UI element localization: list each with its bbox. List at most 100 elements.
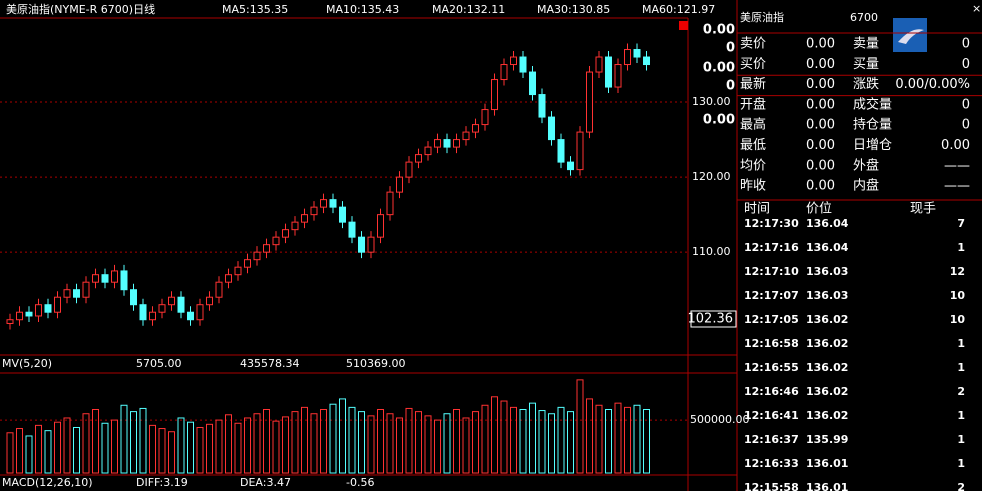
quote-label: 内盘 xyxy=(853,178,879,194)
close-mark[interactable]: × xyxy=(972,2,981,15)
trade-qty: 10 xyxy=(950,313,966,326)
volume-bar xyxy=(63,417,71,474)
trade-time: 12:15:58 xyxy=(744,481,799,491)
quote-label: 最新 xyxy=(740,76,766,92)
candle-body xyxy=(82,281,90,298)
candle-body xyxy=(529,71,536,96)
trade-time: 12:17:16 xyxy=(744,241,799,254)
candle-body xyxy=(196,304,204,321)
candle-body xyxy=(538,94,546,118)
candle-body xyxy=(605,56,612,88)
volume-bar xyxy=(567,411,574,474)
quote-label: 昨收 xyxy=(740,179,766,194)
macd-label: -0.56 xyxy=(346,476,374,489)
trade-qty: 1 xyxy=(957,337,965,350)
volume-bar xyxy=(6,432,14,474)
y-tick-label: 120.00 xyxy=(692,170,731,183)
volume-bar xyxy=(396,417,403,474)
side-value: 0 xyxy=(726,41,735,56)
volume-bar xyxy=(481,404,489,474)
volume-bar xyxy=(35,424,42,474)
trade-time: 12:17:07 xyxy=(744,289,799,302)
candle-body xyxy=(35,304,42,317)
candle-body xyxy=(215,281,223,298)
trade-price: 136.02 xyxy=(806,337,848,350)
trade-price: 135.99 xyxy=(806,433,848,446)
trade-price: 136.02 xyxy=(806,361,848,374)
trade-qty: 7 xyxy=(957,217,965,230)
volume-bar xyxy=(443,413,451,474)
trade-price: 136.03 xyxy=(806,289,848,302)
volume-bar xyxy=(529,402,536,474)
candle-body xyxy=(453,139,460,148)
volume-bar xyxy=(272,420,280,474)
volume-bar xyxy=(320,409,327,474)
candle-body xyxy=(481,109,489,126)
trade-price: 136.03 xyxy=(806,265,848,278)
volume-label: MV(5,20) xyxy=(2,357,52,370)
candle-body xyxy=(586,71,593,133)
volume-bar xyxy=(434,419,441,474)
trade-price: 136.01 xyxy=(806,457,848,470)
candle-body xyxy=(396,176,403,193)
candle-body xyxy=(424,146,432,156)
volume-bar xyxy=(225,414,232,474)
trade-price: 136.04 xyxy=(806,241,849,254)
volume-bar xyxy=(54,421,61,474)
candle-body xyxy=(168,296,175,306)
volume-bar xyxy=(101,422,109,474)
trade-qty: 1 xyxy=(957,433,965,446)
y-tick-label: 130.00 xyxy=(692,95,731,108)
trade-price: 136.02 xyxy=(806,409,848,422)
volume-bar xyxy=(92,409,99,474)
candle-body xyxy=(225,274,232,283)
volume-bar xyxy=(424,415,432,474)
quote-label: 最低 xyxy=(740,138,766,153)
icon-glyph xyxy=(898,29,924,44)
quote-value: 0 xyxy=(962,37,970,52)
ma-label: MA30:130.85 xyxy=(537,3,610,16)
quote-label: 最高 xyxy=(740,117,766,133)
side-value: 0.00 xyxy=(703,23,735,38)
volume-bar xyxy=(557,406,565,474)
quote-value: 0 xyxy=(962,97,970,112)
volume-bar xyxy=(177,417,185,474)
volume-bar xyxy=(386,413,394,474)
candle-body xyxy=(16,311,23,321)
quote-label: 日增仓 xyxy=(853,138,892,153)
trade-time: 12:17:05 xyxy=(744,313,799,326)
ma-label: MA10:135.43 xyxy=(326,3,399,16)
volume-bar xyxy=(196,426,204,474)
candle-body xyxy=(643,56,650,66)
trade-qty: 1 xyxy=(957,241,965,254)
chart-title: 美原油指(NYME-R 6700)日线 xyxy=(6,2,155,16)
ma-label: MA20:132.11 xyxy=(432,3,505,16)
volume-bar xyxy=(519,409,527,474)
candle-body xyxy=(272,236,280,246)
volume-bar xyxy=(130,411,137,474)
candle-body xyxy=(339,206,346,223)
volume-bar xyxy=(44,430,52,474)
candle-body xyxy=(111,270,118,283)
volume-bar xyxy=(339,398,346,474)
price-box-label: 102.36 xyxy=(688,312,734,327)
volume-bar xyxy=(538,410,546,474)
trade-time: 12:16:41 xyxy=(744,409,799,422)
volume-bar xyxy=(253,413,261,474)
candle-body xyxy=(491,79,498,111)
candle-body xyxy=(158,304,166,313)
macd-label: DEA:3.47 xyxy=(240,476,291,489)
quote-label: 涨跌 xyxy=(853,76,879,92)
quote-value: 0.00 xyxy=(806,97,835,112)
candle-body xyxy=(282,229,289,238)
volume-bar xyxy=(595,404,603,474)
quote-value: 0.00 xyxy=(806,179,835,194)
quote-label: 卖价 xyxy=(740,37,766,52)
trade-qty: 2 xyxy=(957,385,965,398)
volume-bar xyxy=(643,409,650,474)
volume-label: 435578.34 xyxy=(240,357,300,370)
side-value: 0.00 xyxy=(703,61,735,76)
volume-bar xyxy=(367,415,375,474)
volume-bar xyxy=(139,407,147,474)
